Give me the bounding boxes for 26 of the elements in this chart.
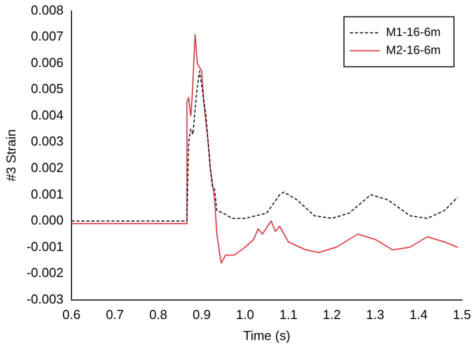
y-tick-label: 0.003: [30, 134, 64, 149]
y-tick-label: 0.004: [30, 107, 64, 122]
y-tick-label: 0.007: [30, 28, 64, 44]
y-tick-label: -0.003: [26, 291, 64, 306]
x-tick-label: 0.6: [62, 307, 80, 322]
x-tick-label: 0.7: [106, 307, 124, 322]
x-axis-title: Time (s): [243, 328, 290, 343]
y-tick-label: 0.001: [30, 186, 64, 202]
y-tick-label: 0.002: [30, 160, 64, 176]
y-tick-label: 0.008: [30, 2, 64, 18]
y-tick-label: 0.005: [30, 81, 64, 96]
x-tick-label: 1.3: [366, 307, 384, 322]
x-tick-label: 0.9: [192, 307, 211, 322]
x-tick-label: 1.2: [322, 307, 341, 322]
x-tick-label: 1.0: [236, 307, 254, 322]
y-tick-label: -0.002: [26, 265, 64, 280]
y-tick-label: -0.001: [26, 238, 64, 254]
y-tick-label: 0.000: [30, 212, 64, 228]
x-tick-label: 0.8: [149, 307, 168, 322]
x-tick-label: 1.5: [452, 307, 472, 322]
legend-label: M2-16-6m: [386, 43, 441, 58]
x-tick-label: 1.4: [410, 307, 428, 322]
y-axis-title: #3 Strain: [3, 129, 18, 182]
x-tick-label: 1.1: [279, 307, 298, 322]
legend-label: M1-16-6m: [386, 25, 441, 40]
y-tick-label: 0.006: [30, 54, 64, 70]
